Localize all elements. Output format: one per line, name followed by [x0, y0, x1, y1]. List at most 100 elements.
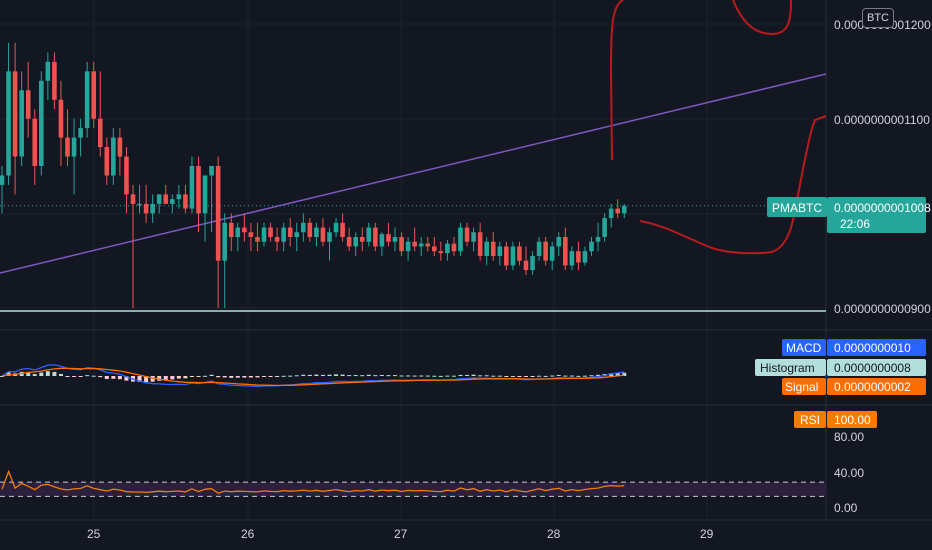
candle-body: [497, 246, 503, 256]
candle-body: [523, 260, 529, 271]
grid-lines: [0, 0, 932, 521]
candle-body: [405, 241, 411, 252]
hist-value-tag: [827, 359, 926, 376]
axes: 0.0000000001200 0.0000000001100 0.000000…: [87, 18, 931, 541]
histogram-bar: [216, 376, 221, 378]
candle-body: [287, 227, 293, 237]
candle-body: [137, 203, 142, 206]
freehand-drawing-top: [732, 0, 792, 36]
rsi-pane[interactable]: [0, 469, 826, 497]
candle-body: [589, 241, 594, 252]
candle-body: [235, 227, 241, 237]
candle-body: [320, 227, 326, 242]
price-pane[interactable]: [0, 0, 827, 312]
histogram-bar: [530, 376, 535, 377]
candle-body: [582, 251, 588, 263]
candle-body: [19, 90, 24, 157]
candle-body: [576, 251, 581, 263]
histogram-bar: [458, 374, 463, 376]
candle-body: [156, 194, 162, 204]
histogram-bar: [26, 372, 31, 376]
candle-body: [189, 166, 195, 209]
hist-label-tag: [755, 359, 826, 376]
histogram-bar: [445, 375, 450, 377]
signal-line: [1, 367, 625, 387]
histogram-bar: [484, 375, 489, 377]
freehand-drawing-curve: [639, 115, 827, 255]
histogram-bar: [543, 375, 548, 377]
signal-label-tag: [782, 378, 826, 395]
macd-pane[interactable]: [0, 364, 627, 388]
rsi-axis-80: 80.00: [834, 430, 864, 444]
candle-body: [248, 232, 254, 237]
rsi-line: [1, 469, 625, 494]
time-label-25: 25: [87, 527, 101, 541]
time-label-27: 27: [394, 527, 408, 541]
histogram-bar: [550, 375, 555, 377]
histogram-bar: [366, 374, 371, 376]
currency-badge[interactable]: BTC: [862, 8, 894, 28]
rsi-label: RSI: [800, 413, 820, 427]
candle-body: [608, 208, 614, 219]
candle-body: [451, 243, 457, 252]
histogram-bar: [386, 375, 391, 377]
histogram-bar: [255, 376, 260, 378]
candle-body: [176, 194, 182, 200]
candle-body: [314, 227, 319, 237]
histogram-bar: [406, 375, 411, 377]
histogram-bar: [432, 375, 437, 377]
candle-body: [471, 232, 476, 242]
macd-value: 0.0000000010: [834, 341, 911, 355]
histogram-bar: [196, 376, 201, 377]
candle-body: [25, 90, 31, 119]
histogram-bar: [451, 375, 456, 377]
candle-body: [445, 243, 450, 254]
histogram-bar: [117, 376, 122, 380]
candle-body: [255, 237, 260, 242]
candle-body: [359, 237, 365, 242]
last-price-symbol: PMABTC: [772, 201, 822, 215]
price-label-bottom: 0.0000000000900: [834, 302, 931, 316]
histogram-bar: [294, 375, 299, 377]
macd-value-tag: [827, 339, 926, 356]
candle-body: [563, 237, 568, 266]
histogram-bar: [596, 374, 601, 376]
candle-body: [621, 205, 627, 214]
histogram-bar: [170, 376, 175, 380]
candle-body: [150, 203, 155, 214]
histogram-bar: [288, 375, 293, 377]
histogram-bar: [353, 375, 358, 377]
candle-body: [504, 246, 509, 266]
histogram-bar: [78, 376, 83, 377]
histogram-bar: [268, 376, 273, 377]
candle-body: [261, 227, 267, 242]
histogram-bar: [425, 375, 430, 377]
candle-body: [222, 222, 227, 261]
signal-label: Signal: [785, 380, 818, 394]
histogram-bar: [340, 374, 345, 376]
histogram-bar: [615, 373, 620, 376]
rsi-value-tag: [827, 411, 877, 428]
last-price-value-tag: [827, 197, 926, 233]
candle-body: [386, 234, 391, 242]
rsi-value: 100.00: [834, 413, 871, 427]
candle-body: [78, 128, 83, 138]
candle-body: [32, 118, 38, 166]
histogram-bar: [327, 374, 332, 376]
histogram-bar: [347, 375, 352, 377]
last-price-value: 0.0000000001008: [834, 201, 931, 215]
countdown: 22:06: [840, 217, 870, 231]
candle-body: [438, 251, 444, 254]
histogram-bar: [393, 375, 397, 377]
candle-body: [301, 222, 306, 233]
candle-body: [12, 71, 18, 157]
hist-label: Histogram: [760, 361, 815, 375]
histogram-bar: [248, 376, 253, 378]
candle-body: [353, 237, 358, 247]
candle-body: [6, 71, 11, 176]
candle-body: [379, 234, 385, 247]
histogram-bar: [334, 374, 339, 376]
macd-label: MACD: [786, 341, 822, 355]
